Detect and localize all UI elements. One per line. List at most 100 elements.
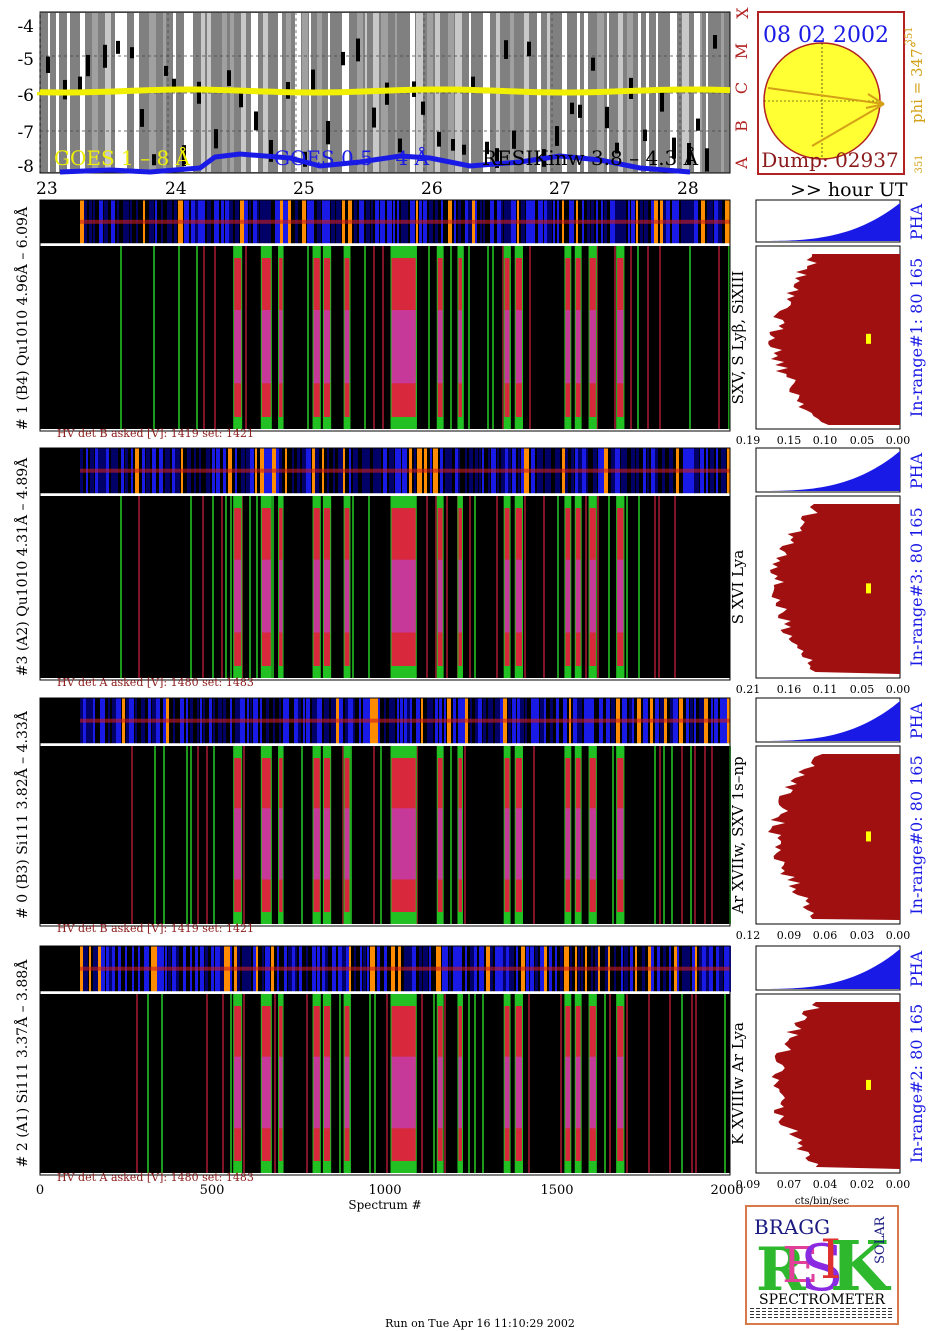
spectrum-axis: 0 500 1000 1500 2000 Spectrum # cts/bin/… <box>36 1183 850 1212</box>
sun-pointing-arrow <box>767 87 885 105</box>
spectrogram-line <box>502 246 504 429</box>
spectrogram-line <box>147 994 149 1173</box>
spectrogram-line <box>120 246 122 429</box>
inrange-histogram <box>767 754 900 920</box>
goes-resik-trace <box>46 35 717 172</box>
spectrogram-line <box>585 496 587 678</box>
detector-frame <box>39 199 731 432</box>
spectrogram-line <box>690 746 692 924</box>
spectrogram-band-peak <box>565 1056 571 1129</box>
spectrogram-band-peak <box>234 310 242 384</box>
phi-label: phi = 347° <box>908 41 926 123</box>
resik-sample <box>269 139 273 162</box>
spectrogram-band-peak <box>391 559 416 633</box>
spectrogram-line <box>369 994 371 1173</box>
spectrogram-band-peak <box>575 808 581 880</box>
spectrogram-line <box>496 496 498 678</box>
resik-sample <box>311 69 315 92</box>
flare-class-m: M <box>732 43 751 59</box>
spectrogram-line <box>373 746 375 924</box>
inrange-histogram <box>771 1002 900 1169</box>
channel-label: # 2 (A1) Si111 3.37Å – 3.88Å <box>13 959 31 1168</box>
spectrogram-band-peak <box>437 559 443 633</box>
spectrogram-band-peak <box>617 310 624 384</box>
spectrogram-band-peak <box>437 808 443 880</box>
resik-sample <box>696 118 700 131</box>
spectral-lines-label: SXV, S Lyβ, SiXIII <box>729 271 747 405</box>
spectrogram-line <box>249 496 251 678</box>
spectrogram-line <box>492 246 494 429</box>
spectrogram-line <box>221 496 223 678</box>
spectrogram-line <box>560 994 562 1173</box>
spectrogram-line <box>433 994 435 1173</box>
spectrogram-band-peak <box>344 808 350 880</box>
spectrogram-band-peak <box>589 310 596 384</box>
spectrogram-line <box>654 746 656 924</box>
pha-xtick: 0.06 <box>813 929 838 942</box>
flare-class-c: C <box>732 82 751 94</box>
spectrogram-line <box>557 496 559 678</box>
spectrogram-line <box>202 496 204 678</box>
resik-sample <box>527 41 531 57</box>
resik-sample <box>713 35 717 49</box>
spectrogram-band-peak <box>617 808 624 880</box>
logo-border <box>745 1205 899 1325</box>
pha-xtick: 0.00 <box>886 683 911 696</box>
resik-sample <box>172 78 176 91</box>
detector-panel-0: HV det B asked [V]: 1419 set: 1421 # 1 (B… <box>13 199 926 447</box>
logo-k: K <box>830 1227 892 1307</box>
spectrogram-line <box>596 246 598 429</box>
spectrogram-band-peak <box>279 310 283 384</box>
channel-label: # 0 (B3) Si111 3.82Å – 4.33Å <box>13 710 31 919</box>
resik-sample <box>578 104 582 118</box>
spectrogram-band-peak <box>261 1056 271 1129</box>
resik-sample <box>46 56 50 74</box>
detector-panel-1: HV det A asked [V]: 1480 set: 1483 #3 (A2… <box>13 447 926 696</box>
spectrogram-band-peak <box>234 1056 242 1129</box>
spectrogram-band-peak <box>458 808 462 880</box>
sun-date: 08 02 2002 <box>763 23 889 48</box>
spectrogram-band-peak <box>458 1056 462 1129</box>
pha-xtick: 0.19 <box>736 434 761 447</box>
inrange-label: In-range#1: 80 165 <box>907 258 926 417</box>
resik-sample <box>660 90 664 112</box>
resik-sample <box>643 129 647 142</box>
resik-sample <box>437 131 441 147</box>
phi-lower: 351 <box>914 154 925 173</box>
inrange-marker <box>866 1079 871 1090</box>
spectrogram-line <box>450 746 452 924</box>
detector-panels: HV det B asked [V]: 1419 set: 1421 # 1 (B… <box>13 199 926 1191</box>
resik-sample <box>451 139 455 151</box>
spectrogram-line <box>386 994 388 1173</box>
spectrogram-line <box>186 746 188 924</box>
hour-tick-25: 25 <box>293 179 315 199</box>
resik-sample <box>130 47 134 59</box>
spectrogram-line <box>718 246 720 429</box>
resik-sample <box>214 129 218 149</box>
hour-tick-23: 23 <box>36 179 58 199</box>
spectrogram-band-peak <box>617 559 624 633</box>
inrange-label: In-range#3: 80 165 <box>907 507 926 666</box>
spectrogram-band-peak <box>515 310 522 384</box>
spectrogram-line <box>474 994 476 1173</box>
resik-sample <box>605 106 609 129</box>
spectrogram-line <box>659 746 661 924</box>
resik-sample <box>705 148 709 172</box>
spectrogram-band-peak <box>344 559 350 633</box>
spectrogram-line <box>206 746 208 924</box>
spectrogram-line <box>136 994 138 1173</box>
spectrogram-line <box>528 994 530 1173</box>
hour-axis: 23 24 25 26 27 28 <box>36 179 699 199</box>
spectrogram-line <box>681 746 683 924</box>
pha-xtick: 0.09 <box>777 929 802 942</box>
spectrum-axis-label: Spectrum # <box>348 1198 421 1212</box>
resik-sample <box>372 107 376 128</box>
spectrogram-band-peak <box>437 1056 443 1129</box>
resik-sample <box>78 76 82 93</box>
goes-long-legend: GOES 1 – 8 Å <box>54 145 191 170</box>
logo-bragg: BRAGG <box>754 1215 830 1239</box>
inrange-histogram <box>768 254 900 425</box>
inrange-marker <box>866 583 871 594</box>
resik-logo: BRAGG R E S I K SOLAR SPECTROMETER <box>745 1205 899 1325</box>
spectrogram-line <box>626 994 628 1173</box>
